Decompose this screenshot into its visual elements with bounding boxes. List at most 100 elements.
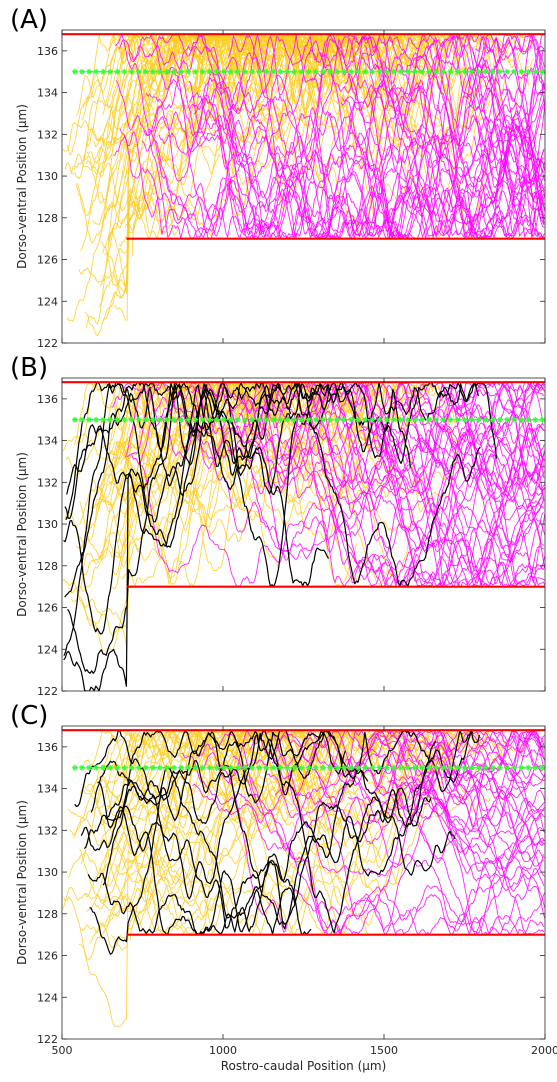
trajectory-line — [106, 34, 372, 153]
trajectory-line — [94, 730, 321, 910]
panel-a: 122 124 126 128 130 132 134 136 Dorso-ventral Po… — [10, 5, 546, 350]
marker-point — [348, 68, 355, 75]
marker-point — [199, 68, 206, 75]
marker-point — [475, 764, 482, 771]
trajectory-line — [126, 735, 341, 925]
marker-point — [291, 68, 298, 75]
marker-point — [518, 416, 525, 423]
marker-point — [156, 764, 163, 771]
trajectory-line — [436, 33, 545, 199]
y-tick-label: 130 — [37, 518, 58, 531]
trajectory-line — [348, 130, 545, 239]
trajectory-line — [190, 382, 545, 552]
x-axis-label: Rostro-caudal Position (μm) — [221, 1059, 387, 1073]
marker-point — [454, 764, 461, 771]
marker-point — [369, 416, 376, 423]
marker-point — [496, 416, 503, 423]
marker-point — [440, 68, 447, 75]
marker-point — [234, 416, 241, 423]
marker-line — [71, 764, 545, 771]
trajectory-line — [285, 730, 545, 862]
trajectory-line — [479, 69, 545, 103]
y-tick-label: 136 — [37, 741, 58, 754]
axes-box — [61, 725, 546, 1040]
marker-point — [355, 764, 362, 771]
marker-point — [256, 764, 263, 771]
trajectory-line — [63, 383, 292, 635]
marker-point — [518, 68, 525, 75]
marker-point — [234, 764, 241, 771]
marker-point — [206, 764, 213, 771]
trajectory-line — [177, 381, 545, 588]
x-tick-label: 1000 — [209, 1044, 237, 1057]
trajectory-line — [201, 752, 545, 935]
marker-point — [93, 416, 100, 423]
marker-point — [518, 764, 525, 771]
marker-point — [362, 68, 369, 75]
marker-point — [192, 416, 199, 423]
marker-point — [319, 416, 326, 423]
trajectory-line — [122, 34, 533, 151]
marker-point — [135, 68, 142, 75]
trajectory-line — [229, 730, 545, 870]
x-tick-label: 500 — [52, 1044, 73, 1057]
trajectory-line — [81, 33, 472, 146]
marker-point — [78, 764, 85, 771]
trajectory-line — [310, 35, 545, 198]
marker-point — [284, 416, 291, 423]
marker-point — [93, 764, 100, 771]
marker-point — [241, 764, 248, 771]
marker-point — [489, 416, 496, 423]
y-tick-label: 128 — [37, 560, 58, 573]
marker-point — [511, 416, 518, 423]
marker-point — [397, 764, 404, 771]
y-tick-label: 130 — [37, 866, 58, 879]
trajectory-line — [121, 384, 446, 580]
marker-point — [185, 68, 192, 75]
marker-point — [305, 416, 312, 423]
trajectory-line — [128, 33, 545, 238]
panel-c: 122 124 126 128 130 132 134 136 500 1000 1500 2000 D… — [10, 701, 557, 1073]
marker-point — [482, 416, 489, 423]
marker-point — [248, 416, 255, 423]
marker-point — [298, 68, 305, 75]
trajectory-line — [181, 753, 545, 935]
trajectory-line — [144, 34, 545, 239]
marker-point — [418, 764, 425, 771]
marker-point — [71, 68, 78, 75]
trajectory-line — [345, 73, 545, 239]
trajectory-line — [387, 775, 544, 847]
trajectory-line — [87, 731, 481, 936]
marker-point — [333, 764, 340, 771]
y-tick-label: 132 — [37, 476, 58, 489]
marker-point — [355, 68, 362, 75]
marker-point — [206, 416, 213, 423]
marker-point — [426, 68, 433, 75]
marker-point — [291, 764, 298, 771]
trajectory-group-traj_a — [181, 729, 545, 936]
axes-box — [61, 377, 546, 692]
y-tick-label: 132 — [37, 128, 58, 141]
trajectory-line — [222, 34, 545, 239]
trajectory-line — [472, 50, 545, 237]
marker-point — [383, 416, 390, 423]
axes-box — [61, 29, 546, 344]
marker-point — [539, 68, 545, 75]
y-tick-label: 122 — [37, 337, 58, 350]
marker-point — [277, 416, 284, 423]
marker-point — [78, 416, 85, 423]
marker-point — [142, 764, 149, 771]
marker-point — [263, 68, 270, 75]
marker-point — [440, 764, 447, 771]
marker-point — [213, 416, 220, 423]
marker-point — [178, 416, 185, 423]
marker-point — [270, 764, 277, 771]
y-tick-label: 126 — [37, 254, 58, 267]
marker-point — [418, 68, 425, 75]
trajectory-line — [102, 785, 312, 935]
marker-point — [149, 416, 156, 423]
marker-point — [277, 68, 284, 75]
marker-point — [348, 416, 355, 423]
marker-point — [192, 68, 199, 75]
marker-point — [390, 764, 397, 771]
